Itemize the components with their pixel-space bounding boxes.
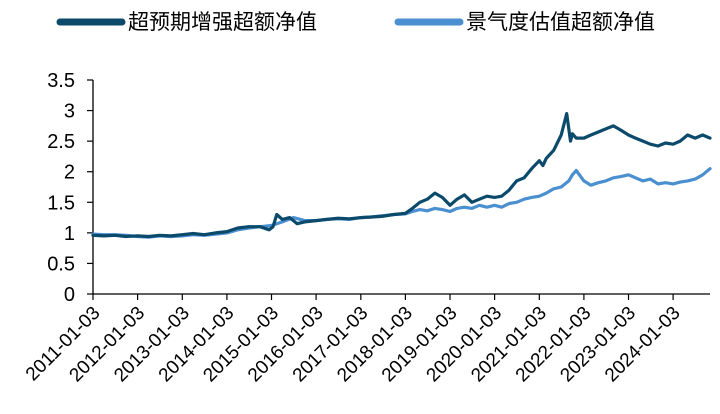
y-tick-label: 3 xyxy=(64,101,75,123)
y-tick-label: 3.5 xyxy=(47,70,75,92)
series-line-2 xyxy=(91,167,712,239)
legend: 超预期增强超额净值 景气度估值超额净值 xyxy=(56,10,655,34)
series-line-1 xyxy=(91,111,712,239)
y-tick-label: 2 xyxy=(64,162,75,184)
legend-label-series-1: 超预期增强超额净值 xyxy=(128,10,317,34)
y-tick-label: 1 xyxy=(64,223,75,245)
y-tick-label: 2.5 xyxy=(47,131,75,153)
legend-label-series-2: 景气度估值超额净值 xyxy=(466,10,655,34)
y-tick-label: 1.5 xyxy=(47,192,75,214)
y-tick-label: 0 xyxy=(64,284,75,306)
y-tick-label: 0.5 xyxy=(47,253,75,275)
axes: 00.511.522.533.52011-01-032012-01-032013… xyxy=(22,70,710,386)
series-layer xyxy=(91,111,712,239)
